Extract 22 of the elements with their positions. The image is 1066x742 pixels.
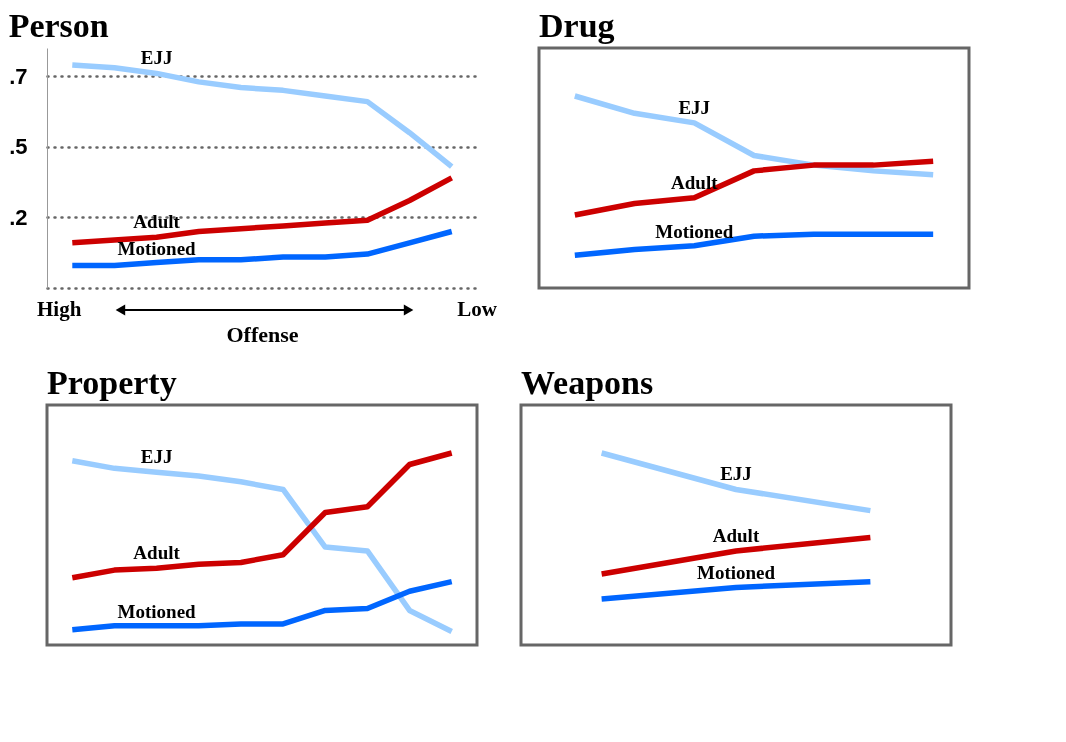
series-label: Adult: [712, 524, 760, 546]
series-label: Adult: [133, 211, 181, 233]
text: High: [37, 297, 82, 321]
x-axis-title: Offense: [226, 321, 299, 347]
series-label: Motioned: [117, 600, 197, 622]
series-label: EJJ: [678, 96, 711, 118]
series-label: Motioned: [117, 237, 197, 259]
series-label: Adult: [133, 542, 181, 564]
chart-title: Property: [47, 364, 177, 401]
series-label: EJJ: [140, 446, 173, 468]
chart-title: Weapons: [521, 364, 654, 401]
series-label: Motioned: [696, 562, 776, 584]
y-tick-label: .2: [9, 204, 28, 230]
series-label: Adult: [671, 171, 719, 193]
y-tick-label: .7: [9, 63, 28, 89]
series-label: Motioned: [655, 220, 734, 242]
series-label: EJJ: [720, 463, 752, 485]
series-label: EJJ: [140, 47, 173, 69]
text: Low: [457, 297, 498, 321]
chart-title: Drug: [539, 7, 615, 44]
chart-title: Person: [8, 7, 109, 44]
y-tick-label: .5: [9, 134, 28, 160]
